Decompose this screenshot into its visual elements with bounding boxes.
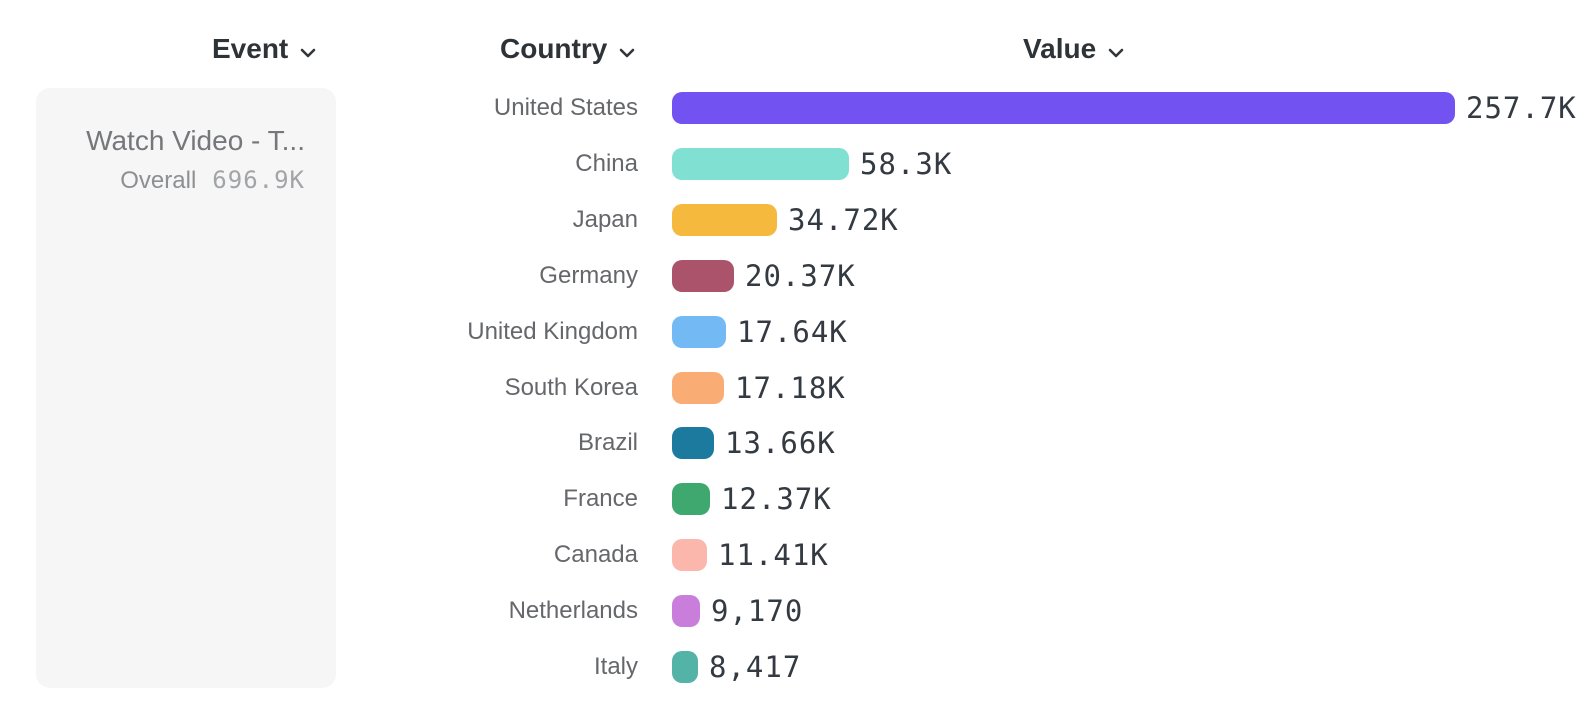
event-title: Watch Video - T... [86,125,305,156]
chart-row: Netherlands 9,170 [0,595,1584,627]
country-label: Japan [572,206,638,233]
country-label: Germany [539,262,638,289]
chart-row: United Kingdom 17.64K [0,316,1584,348]
value-bar[interactable] [672,651,698,683]
value-label: 9,170 [711,594,804,628]
event-card[interactable]: Watch Video - T... Overall 696.9K [36,88,336,688]
chart-row: Japan 34.72K [0,204,1584,236]
value-bar[interactable] [672,204,777,236]
value-label: 12.37K [721,482,832,516]
value-label: 34.72K [788,203,899,237]
country-label: South Korea [504,374,638,401]
country-column-header[interactable]: Country [500,33,635,65]
overall-value: 696.9K [212,166,305,194]
country-column-label: Country [500,33,608,64]
chevron-down-icon [619,33,635,65]
country-label: United States [493,94,638,121]
value-column-header[interactable]: Value [1023,33,1124,65]
value-label: 58.3K [860,147,953,181]
chart-row: Brazil 13.66K [0,427,1584,459]
value-label: 17.18K [735,371,846,405]
value-bar[interactable] [672,316,726,348]
country-label: China [575,150,638,177]
value-bar[interactable] [672,148,849,180]
event-column-label: Event [212,33,289,64]
chart-row: France 12.37K [0,483,1584,515]
value-bar[interactable] [672,595,700,627]
event-column-header[interactable]: Event [212,33,316,65]
value-column-label: Value [1023,33,1097,64]
value-bar[interactable] [672,372,724,404]
value-label: 8,417 [709,650,802,684]
country-label: Brazil [577,429,638,456]
chart-row: Germany 20.37K [0,260,1584,292]
country-label: Netherlands [508,597,638,624]
country-label: Italy [593,653,638,680]
country-label: Canada [553,541,638,568]
value-bar[interactable] [672,427,714,459]
value-bar[interactable] [672,483,710,515]
chart-row: Canada 11.41K [0,539,1584,571]
chart-row: China 58.3K [0,148,1584,180]
chart-row: South Korea 17.18K [0,372,1584,404]
value-label: 13.66K [725,426,836,460]
value-bar[interactable] [672,92,1455,124]
value-bar[interactable] [672,260,734,292]
event-metric: Overall 696.9K [56,166,305,195]
country-label: United Kingdom [467,318,638,345]
chart-row: Italy 8,417 [0,651,1584,683]
country-label: France [563,485,638,512]
chart-row: United States 257.7K [0,92,1584,124]
value-label: 257.7K [1466,91,1577,125]
chevron-down-icon [1108,33,1124,65]
overall-label: Overall [120,167,197,194]
value-bar[interactable] [672,539,707,571]
value-label: 11.41K [718,538,829,572]
value-label: 20.37K [745,259,856,293]
chevron-down-icon [300,33,316,65]
value-label: 17.64K [737,315,848,349]
